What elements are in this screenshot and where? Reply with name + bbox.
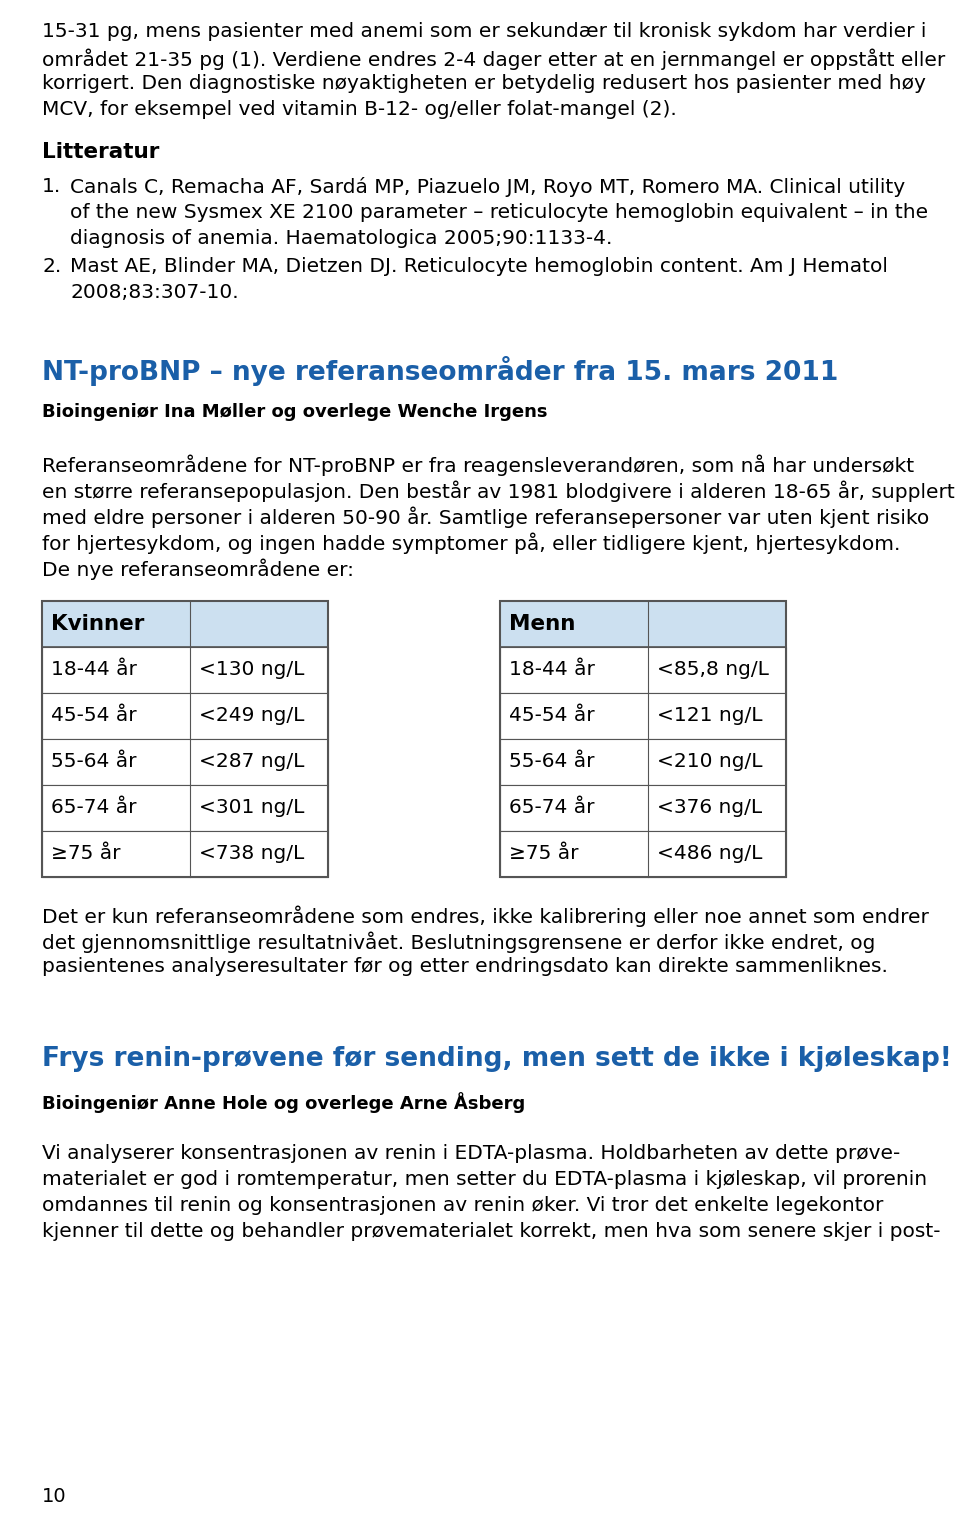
Text: Mast AE, Blinder MA, Dietzen DJ. Reticulocyte hemoglobin content. Am J Hematol: Mast AE, Blinder MA, Dietzen DJ. Reticul… — [70, 258, 888, 276]
Text: NT-proBNP – nye referanseområder fra 15. mars 2011: NT-proBNP – nye referanseområder fra 15.… — [42, 356, 838, 386]
Bar — [500, 785, 786, 830]
Bar — [42, 692, 328, 738]
Text: 1.: 1. — [42, 177, 61, 195]
Text: <738 ng/L: <738 ng/L — [199, 844, 304, 864]
Text: kjenner til dette og behandler prøvematerialet korrekt, men hva som senere skjer: kjenner til dette og behandler prøvemate… — [42, 1223, 941, 1241]
Text: 2.: 2. — [42, 258, 61, 276]
Text: for hjertesykdom, og ingen hadde symptomer på, eller tidligere kjent, hjertesykd: for hjertesykdom, og ingen hadde symptom… — [42, 533, 900, 554]
Text: <249 ng/L: <249 ng/L — [199, 706, 304, 726]
Text: 15-31 pg, mens pasienter med anemi som er sekundær til kronisk sykdom har verdie: 15-31 pg, mens pasienter med anemi som e… — [42, 23, 926, 41]
Text: <121 ng/L: <121 ng/L — [657, 706, 762, 726]
Text: 10: 10 — [42, 1488, 66, 1506]
Text: med eldre personer i alderen 50-90 år. Samtlige referansepersoner var uten kjent: med eldre personer i alderen 50-90 år. S… — [42, 508, 929, 529]
Bar — [42, 647, 328, 692]
Text: diagnosis of anemia. Haematologica 2005;90:1133-4.: diagnosis of anemia. Haematologica 2005;… — [70, 229, 612, 247]
Text: korrigert. Den diagnostiske nøyaktigheten er betydelig redusert hos pasienter me: korrigert. Den diagnostiske nøyaktighete… — [42, 74, 925, 92]
Text: omdannes til renin og konsentrasjonen av renin øker. Vi tror det enkelte legekon: omdannes til renin og konsentrasjonen av… — [42, 1197, 883, 1215]
Bar — [500, 647, 786, 692]
Text: <301 ng/L: <301 ng/L — [199, 798, 304, 817]
Text: 18-44 år: 18-44 år — [509, 661, 595, 679]
Bar — [42, 600, 328, 647]
Text: <210 ng/L: <210 ng/L — [657, 751, 762, 771]
Bar — [500, 692, 786, 738]
Bar — [42, 785, 328, 830]
Text: Bioingeniør Anne Hole og overlege Arne Åsberg: Bioingeniør Anne Hole og overlege Arne Å… — [42, 1092, 525, 1114]
Bar — [42, 738, 328, 785]
Text: 65-74 år: 65-74 år — [509, 798, 594, 817]
Text: Litteratur: Litteratur — [42, 141, 159, 162]
Bar — [500, 600, 786, 877]
Text: 55-64 år: 55-64 år — [509, 751, 594, 771]
Text: området 21-35 pg (1). Verdiene endres 2-4 dager etter at en jernmangel er oppstå: området 21-35 pg (1). Verdiene endres 2-… — [42, 48, 946, 70]
Text: 45-54 år: 45-54 år — [509, 706, 594, 726]
Text: en større referansepopulasjon. Den består av 1981 blodgivere i alderen 18-65 år,: en større referansepopulasjon. Den bestå… — [42, 480, 955, 503]
Text: <130 ng/L: <130 ng/L — [199, 661, 304, 679]
Text: Frys renin-prøvene før sending, men sett de ikke i kjøleskap!: Frys renin-prøvene før sending, men sett… — [42, 1045, 952, 1071]
Bar — [500, 600, 786, 647]
Bar — [500, 830, 786, 877]
Text: ≥75 år: ≥75 år — [509, 844, 579, 864]
Text: <287 ng/L: <287 ng/L — [199, 751, 304, 771]
Text: Bioingeniør Ina Møller og overlege Wenche Irgens: Bioingeniør Ina Møller og overlege Wench… — [42, 403, 547, 421]
Text: <85,8 ng/L: <85,8 ng/L — [657, 661, 769, 679]
Text: <376 ng/L: <376 ng/L — [657, 798, 762, 817]
Bar — [42, 600, 328, 877]
Text: Kvinner: Kvinner — [51, 614, 144, 633]
Text: materialet er god i romtemperatur, men setter du EDTA-plasma i kjøleskap, vil pr: materialet er god i romtemperatur, men s… — [42, 1170, 927, 1189]
Text: Canals C, Remacha AF, Sardá MP, Piazuelo JM, Royo MT, Romero MA. Clinical utilit: Canals C, Remacha AF, Sardá MP, Piazuelo… — [70, 177, 905, 197]
Text: Vi analyserer konsentrasjonen av renin i EDTA-plasma. Holdbarheten av dette prøv: Vi analyserer konsentrasjonen av renin i… — [42, 1144, 900, 1164]
Text: det gjennomsnittlige resultatnivået. Beslutningsgrensene er derfor ikke endret, : det gjennomsnittlige resultatnivået. Bes… — [42, 932, 876, 953]
Text: 18-44 år: 18-44 år — [51, 661, 137, 679]
Text: 45-54 år: 45-54 år — [51, 706, 136, 726]
Bar — [42, 830, 328, 877]
Text: pasientenes analyseresultater før og etter endringsdato kan direkte sammenliknes: pasientenes analyseresultater før og ett… — [42, 957, 888, 976]
Text: 2008;83:307-10.: 2008;83:307-10. — [70, 283, 239, 303]
Text: MCV, for eksempel ved vitamin B-12- og/eller folat-mangel (2).: MCV, for eksempel ved vitamin B-12- og/e… — [42, 100, 677, 120]
Text: Menn: Menn — [509, 614, 575, 633]
Text: 55-64 år: 55-64 år — [51, 751, 136, 771]
Text: ≥75 år: ≥75 år — [51, 844, 121, 864]
Text: Referanseområdene for NT-proBNP er fra reagensleverandøren, som nå har undersøkt: Referanseområdene for NT-proBNP er fra r… — [42, 454, 914, 476]
Text: <486 ng/L: <486 ng/L — [657, 844, 762, 864]
Text: of the new Sysmex XE 2100 parameter – reticulocyte hemoglobin equivalent – in th: of the new Sysmex XE 2100 parameter – re… — [70, 203, 928, 221]
Text: Det er kun referanseområdene som endres, ikke kalibrering eller noe annet som en: Det er kun referanseområdene som endres,… — [42, 904, 929, 927]
Text: De nye referanseområdene er:: De nye referanseområdene er: — [42, 559, 354, 580]
Bar — [500, 738, 786, 785]
Text: 65-74 år: 65-74 år — [51, 798, 136, 817]
